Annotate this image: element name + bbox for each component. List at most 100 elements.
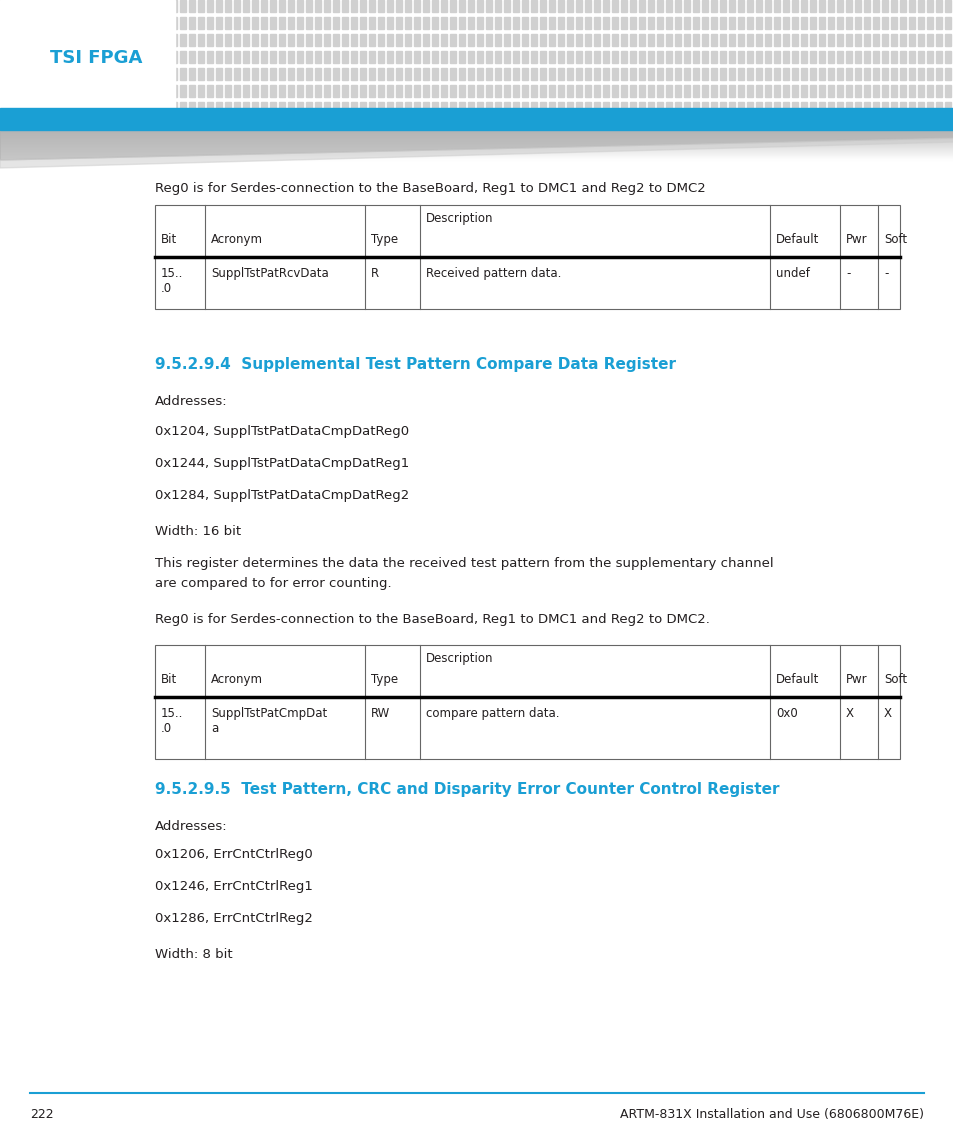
- Bar: [108, 68, 113, 80]
- Bar: [782, 52, 788, 63]
- Bar: [171, 34, 177, 46]
- Bar: [359, 17, 366, 29]
- Bar: [171, 17, 177, 29]
- Bar: [935, 52, 941, 63]
- Bar: [782, 102, 788, 115]
- Bar: [369, 68, 375, 80]
- Bar: [261, 52, 267, 63]
- Bar: [566, 0, 573, 11]
- Bar: [261, 102, 267, 115]
- Bar: [261, 0, 267, 11]
- Bar: [801, 17, 806, 29]
- Bar: [54, 0, 60, 11]
- Bar: [0, 132, 953, 133]
- Bar: [405, 0, 411, 11]
- Bar: [440, 17, 447, 29]
- Bar: [476, 102, 482, 115]
- Bar: [306, 68, 312, 80]
- Bar: [692, 0, 699, 11]
- Bar: [620, 34, 626, 46]
- Bar: [450, 0, 456, 11]
- Bar: [440, 52, 447, 63]
- Bar: [665, 0, 671, 11]
- Bar: [324, 68, 330, 80]
- Bar: [926, 34, 932, 46]
- Bar: [0, 108, 953, 131]
- Bar: [9, 68, 15, 80]
- Bar: [278, 52, 285, 63]
- Bar: [243, 102, 249, 115]
- Bar: [207, 85, 213, 97]
- Bar: [584, 34, 590, 46]
- Bar: [126, 34, 132, 46]
- Bar: [90, 85, 96, 97]
- Bar: [639, 17, 644, 29]
- Bar: [180, 52, 186, 63]
- Bar: [675, 52, 680, 63]
- Bar: [0, 129, 953, 131]
- Bar: [872, 17, 878, 29]
- Bar: [791, 34, 797, 46]
- Bar: [738, 0, 743, 11]
- Bar: [422, 34, 429, 46]
- Bar: [836, 102, 842, 115]
- Bar: [720, 34, 725, 46]
- Bar: [809, 68, 815, 80]
- Bar: [36, 17, 42, 29]
- Bar: [189, 52, 194, 63]
- Bar: [692, 52, 699, 63]
- Text: Reg0 is for Serdes-connection to the BaseBoard, Reg1 to DMC1 and Reg2 to DMC2.: Reg0 is for Serdes-connection to the Bas…: [154, 613, 709, 626]
- Bar: [387, 102, 393, 115]
- Bar: [801, 52, 806, 63]
- Bar: [503, 102, 510, 115]
- Bar: [531, 17, 537, 29]
- Bar: [0, 139, 953, 140]
- Bar: [602, 85, 608, 97]
- Bar: [468, 85, 474, 97]
- Bar: [9, 102, 15, 115]
- Bar: [45, 68, 51, 80]
- Bar: [126, 17, 132, 29]
- Bar: [710, 85, 717, 97]
- Bar: [612, 52, 618, 63]
- Bar: [791, 102, 797, 115]
- Bar: [225, 17, 231, 29]
- Bar: [162, 85, 168, 97]
- Bar: [135, 52, 141, 63]
- Bar: [476, 17, 482, 29]
- Bar: [108, 34, 113, 46]
- Bar: [0, 0, 6, 11]
- Bar: [720, 52, 725, 63]
- Bar: [189, 34, 194, 46]
- Bar: [278, 85, 285, 97]
- Bar: [27, 0, 33, 11]
- Bar: [395, 34, 401, 46]
- Bar: [503, 85, 510, 97]
- Bar: [854, 85, 861, 97]
- Bar: [755, 85, 761, 97]
- Bar: [692, 17, 699, 29]
- Text: Received pattern data.: Received pattern data.: [426, 267, 560, 281]
- Bar: [935, 102, 941, 115]
- Bar: [395, 85, 401, 97]
- Bar: [99, 34, 105, 46]
- Bar: [602, 17, 608, 29]
- Bar: [450, 17, 456, 29]
- Bar: [414, 85, 419, 97]
- Text: 0x0: 0x0: [775, 706, 797, 720]
- Text: 15..
.0: 15.. .0: [161, 706, 183, 735]
- Bar: [71, 34, 78, 46]
- Bar: [207, 68, 213, 80]
- Bar: [773, 34, 780, 46]
- Bar: [576, 68, 581, 80]
- Text: Soft: Soft: [883, 673, 906, 686]
- Bar: [18, 34, 24, 46]
- Bar: [432, 0, 437, 11]
- Bar: [647, 85, 654, 97]
- Bar: [692, 68, 699, 80]
- Bar: [215, 34, 222, 46]
- Bar: [863, 102, 869, 115]
- Bar: [755, 68, 761, 80]
- Bar: [324, 102, 330, 115]
- Bar: [63, 34, 69, 46]
